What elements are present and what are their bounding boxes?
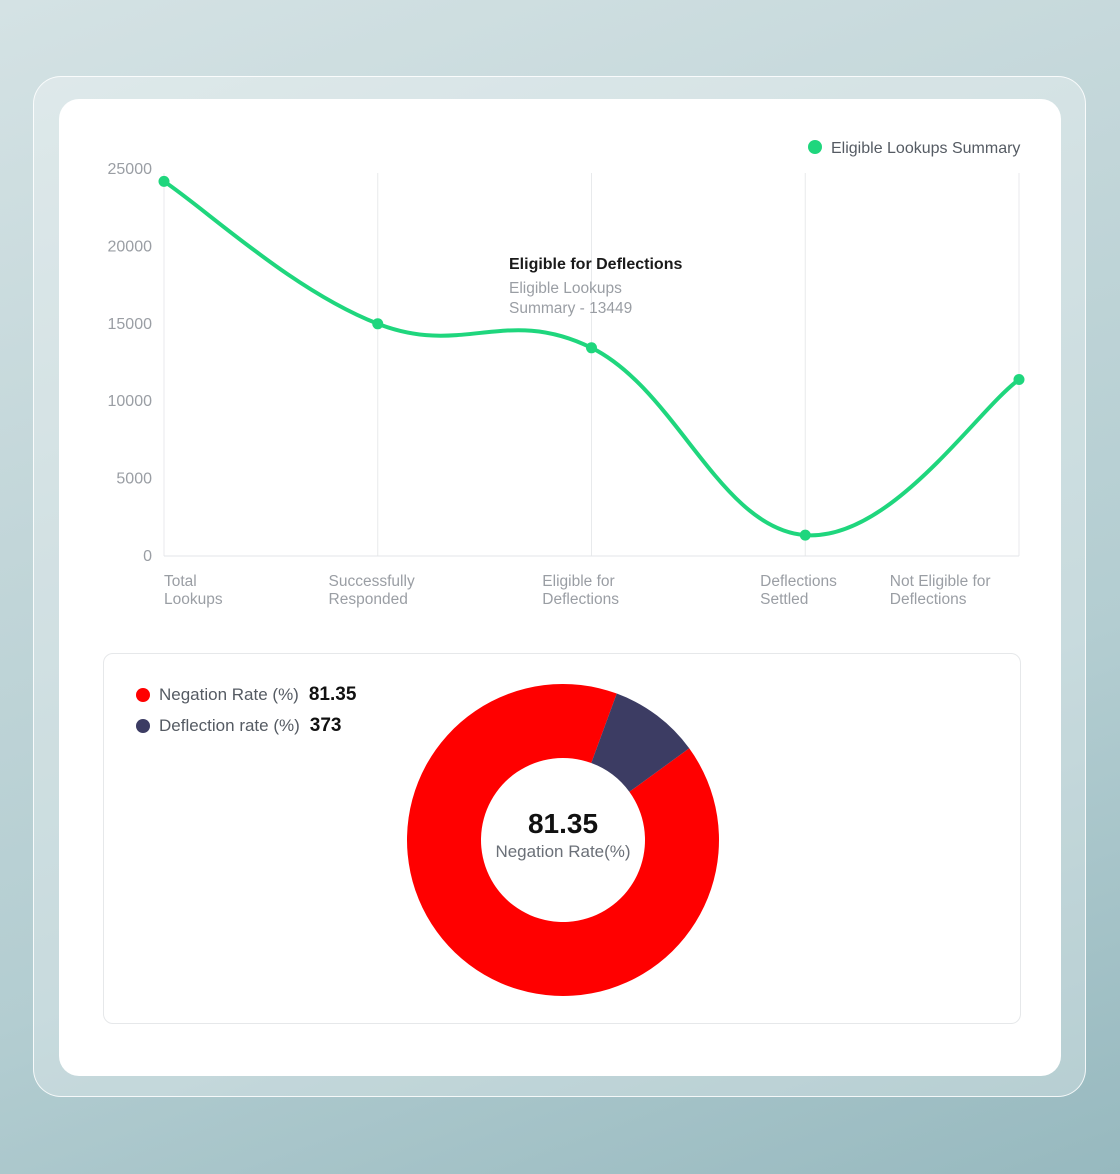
donut-panel: Negation Rate (%) 81.35 Deflection rate …	[103, 653, 1021, 1024]
x-tick-label: Deflections	[890, 591, 967, 608]
data-point-0[interactable]	[158, 175, 170, 187]
x-tick-label: Successfully	[329, 573, 415, 590]
tooltip: Eligible for Deflections Eligible Lookup…	[509, 256, 682, 317]
donut-center-value: 81.35	[527, 808, 599, 839]
x-tick-label: Total	[164, 573, 197, 590]
legend-label-negation: Negation Rate (%)	[159, 685, 299, 704]
y-tick-label: 20000	[108, 238, 153, 255]
line-chart: Eligible Lookups Summary 25000 20000 15000…	[108, 140, 1025, 608]
x-tick-label: Eligible for	[542, 573, 614, 590]
x-tick-label: Responded	[329, 591, 408, 608]
tooltip-title: Eligible for Deflections	[509, 256, 682, 273]
donut-center-label: Negation Rate(%)	[495, 842, 631, 861]
dashboard-card: Eligible Lookups Summary 25000 20000 15000…	[59, 99, 1061, 1076]
series-line-eligible-lookups[interactable]	[162, 179, 1021, 538]
data-point-1[interactable]	[372, 318, 384, 330]
donut-chart	[407, 684, 720, 996]
legend-value-deflection: 373	[309, 715, 342, 736]
y-tick-label: 10000	[108, 393, 153, 410]
legend-dot-deflection	[136, 719, 150, 733]
legend-item-deflection-rate[interactable]: Deflection rate (%) 373	[136, 715, 341, 737]
data-point-3[interactable]	[799, 529, 811, 541]
y-tick-label: 25000	[108, 161, 153, 178]
y-tick-label: 0	[143, 548, 152, 565]
legend-dot	[808, 140, 822, 154]
donut-slice-deflection-rate[interactable]	[591, 693, 690, 792]
data-point-4[interactable]	[1013, 374, 1025, 386]
tooltip-line-2: Summary - 13449	[509, 300, 632, 317]
tooltip-line-1: Eligible Lookups	[509, 280, 622, 297]
legend-dot-negation	[136, 688, 150, 702]
x-tick-label: Deflections	[760, 573, 837, 590]
line-legend[interactable]: Eligible Lookups Summary	[808, 140, 1020, 157]
y-tick-label: 15000	[108, 316, 153, 333]
legend-item-negation-rate[interactable]: Negation Rate (%) 81.35	[136, 684, 356, 706]
donut-center: 81.35 Negation Rate(%)	[463, 808, 663, 864]
legend-label-deflection: Deflection rate (%)	[159, 716, 300, 735]
x-tick-label: Deflections	[542, 591, 619, 608]
x-tick-label: Not Eligible for	[890, 573, 991, 590]
y-tick-label: 5000	[116, 471, 152, 488]
x-tick-label: Lookups	[164, 591, 223, 608]
donut-slice-negation-rate[interactable]	[407, 684, 720, 996]
x-tick-label: Settled	[760, 591, 808, 608]
data-point-2[interactable]	[586, 342, 597, 354]
legend-series-name: Eligible Lookups Summary	[831, 140, 1020, 157]
legend-value-negation: 81.35	[308, 684, 357, 705]
